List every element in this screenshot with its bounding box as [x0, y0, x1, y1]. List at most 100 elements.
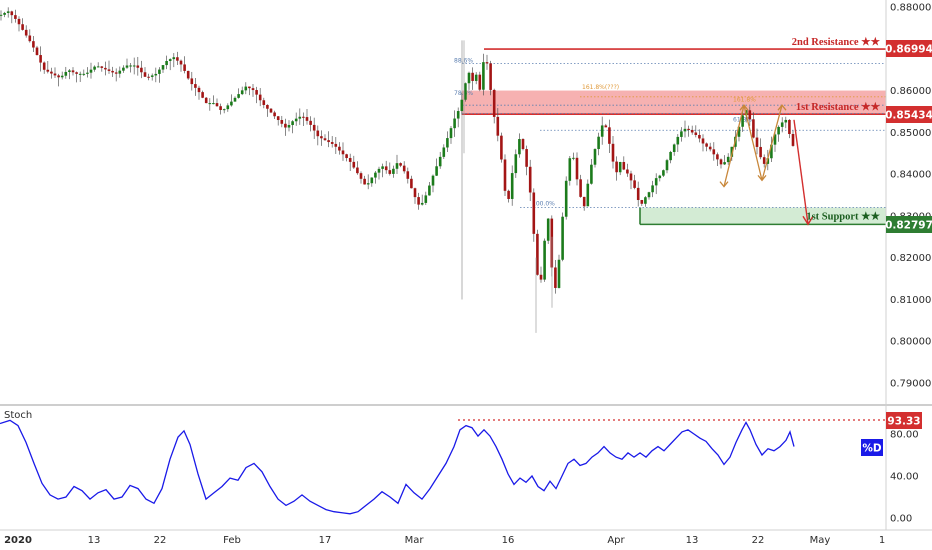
candle: [438, 151, 442, 169]
candle-body-down: [496, 116, 500, 136]
candle: [597, 132, 600, 156]
candle-body-up: [82, 73, 86, 75]
support-zone: [640, 207, 886, 225]
candle: [651, 180, 654, 198]
candle-body-up: [672, 144, 676, 152]
candle-body-up: [510, 173, 514, 199]
candle: [363, 175, 366, 185]
candle: [564, 176, 568, 220]
price-tick-label: 0.85000: [890, 128, 931, 139]
candle: [478, 71, 482, 92]
candle-body-up: [122, 67, 125, 71]
candle: [654, 173, 658, 195]
candle: [384, 160, 388, 174]
candle: [168, 58, 172, 71]
candle: [608, 119, 611, 153]
candle: [201, 90, 204, 99]
candle: [244, 82, 248, 95]
candle: [3, 11, 6, 18]
candle-body-down: [791, 134, 795, 146]
candle: [687, 125, 690, 137]
candle: [381, 163, 384, 178]
candle-body-up: [244, 86, 248, 91]
candle-body-down: [10, 11, 14, 16]
candle-body-down: [302, 116, 305, 118]
candle-body-down: [690, 129, 694, 133]
candle-body-up: [726, 156, 730, 163]
candle: [46, 60, 50, 74]
candle-body-down: [320, 136, 323, 139]
candle: [330, 136, 334, 148]
candle: [190, 71, 194, 91]
pattern-arrow-head: [739, 104, 749, 111]
candle-body-up: [590, 164, 593, 184]
candle-body-down: [485, 62, 489, 64]
candle: [60, 71, 64, 80]
candle-body-down: [327, 140, 330, 143]
candle-body-up: [78, 73, 82, 75]
candle-body-down: [687, 128, 690, 130]
candle-body-up: [298, 116, 302, 119]
badge-value: 0.82797: [885, 220, 932, 232]
time-tick-label: May: [810, 535, 831, 546]
candle-body-up: [428, 185, 431, 196]
candle-body-down: [762, 157, 766, 164]
candle: [712, 142, 716, 161]
candle: [719, 158, 723, 169]
fib-label: 100.0%: [532, 200, 555, 207]
candle-body-down: [633, 180, 636, 188]
candle: [143, 67, 147, 77]
candle-body-up: [665, 160, 669, 171]
candle: [503, 154, 507, 197]
time-tick-label: 2020: [4, 535, 32, 546]
candle: [104, 61, 107, 76]
candle: [111, 66, 114, 77]
candle: [93, 65, 96, 72]
candle-body-down: [399, 163, 402, 166]
candle: [694, 125, 698, 138]
candle-body-down: [629, 173, 633, 181]
candle-body-up: [370, 177, 374, 184]
badge-value: 0.85434: [885, 110, 932, 122]
candle: [590, 159, 593, 185]
price-tick-label: 0.88000: [890, 3, 931, 14]
stoch-indicator-title: Stoch: [4, 410, 32, 421]
candle-body-up: [172, 57, 176, 60]
pattern-arrow-head: [777, 104, 787, 111]
candle: [507, 189, 510, 203]
candle: [222, 108, 226, 114]
candle: [618, 161, 622, 176]
candle: [518, 133, 521, 158]
candle: [780, 117, 784, 133]
candle-body-up: [669, 151, 672, 161]
candle: [370, 177, 374, 187]
candle: [759, 138, 762, 160]
candle-body-down: [305, 117, 309, 121]
candle-body-up: [287, 125, 291, 128]
candle: [183, 56, 186, 74]
candle: [348, 153, 352, 171]
candle-body-down: [615, 161, 618, 173]
candle: [294, 112, 298, 126]
candle-body-down: [352, 161, 356, 168]
candle-body-down: [46, 69, 50, 72]
candle-body-down: [489, 63, 492, 90]
candle: [266, 104, 269, 117]
candle: [647, 191, 651, 200]
candle-body-up: [93, 66, 96, 70]
time-tick-label: 16: [502, 535, 515, 546]
time-axis[interactable]: 2020 13 22 Feb 17 Mar 16 Apr 13 22 May 1: [4, 535, 885, 546]
candle-body-down: [478, 74, 482, 90]
candle: [402, 161, 406, 174]
candle: [406, 167, 410, 184]
candle-body-up: [680, 131, 683, 137]
candle-body-up: [467, 72, 471, 84]
candle: [24, 25, 28, 38]
candle-body-up: [514, 154, 518, 174]
candle-body-down: [111, 70, 114, 73]
candle-body-up: [618, 161, 622, 173]
candle-body-down: [759, 146, 762, 158]
candle-body-down: [348, 158, 352, 162]
candle: [676, 134, 680, 152]
